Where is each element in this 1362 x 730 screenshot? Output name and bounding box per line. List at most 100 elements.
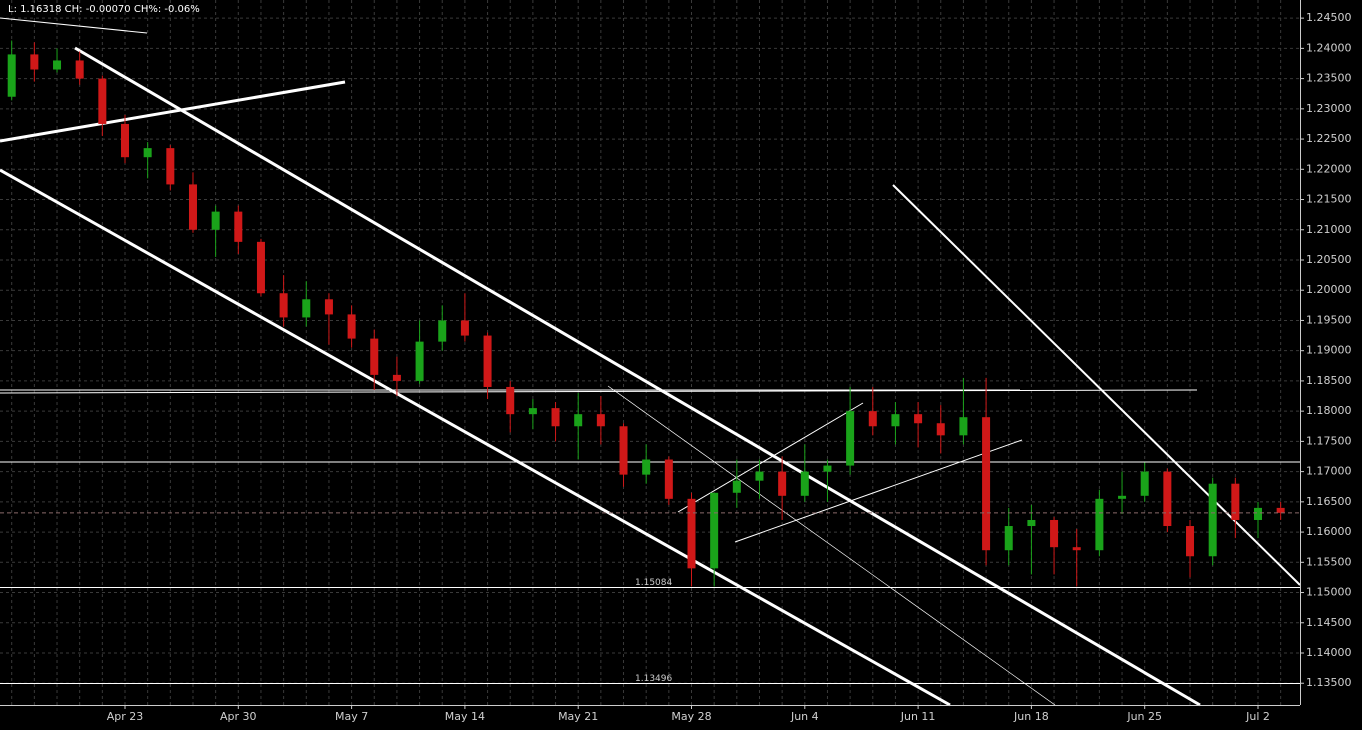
candle-body [1163, 471, 1172, 527]
candle-body [188, 184, 197, 230]
channel-line [74, 46, 1201, 707]
candle-body [460, 320, 469, 336]
x-tick-label: Jun 18 [1013, 710, 1049, 723]
x-tick-label: Jun 11 [900, 710, 936, 723]
grid [0, 0, 1300, 705]
x-tick-label: May 21 [558, 710, 598, 723]
candle-body [596, 414, 605, 427]
candle-body [1276, 507, 1285, 513]
channel-line [0, 168, 951, 707]
candle-body [98, 78, 107, 124]
drawings [0, 17, 1301, 707]
y-tick-label: 1.23500 [1306, 72, 1352, 85]
candle-body [914, 414, 923, 424]
x-tick-label: Jul 2 [1245, 710, 1270, 723]
candle-body [1004, 526, 1013, 551]
x-tick-label: May 7 [335, 710, 368, 723]
candle-body [506, 386, 515, 415]
candle-body [370, 338, 379, 375]
candle-body [687, 498, 696, 569]
candle-body [755, 471, 764, 481]
y-tick-label: 1.19000 [1306, 344, 1352, 357]
axis-labels: 1.24500 1.24000 1.23500 1.23000 1.22500 1.220… [107, 11, 1352, 723]
y-tick-label: 1.16000 [1306, 525, 1352, 538]
candle-body [868, 411, 877, 427]
y-tick-label: 1.22000 [1306, 162, 1352, 175]
candle-body [1254, 507, 1262, 520]
candle-body [1072, 547, 1081, 551]
price-level-label: 1.13496 [635, 674, 672, 684]
candle-body [619, 426, 628, 475]
levels: 1.15084 1.13496 [0, 578, 1300, 684]
y-tick-label: 1.20000 [1306, 283, 1352, 296]
candle-body [846, 411, 855, 466]
trend-line [734, 439, 1023, 543]
candle-body [528, 408, 537, 415]
y-tick-label: 1.24500 [1306, 11, 1352, 24]
candles [0, 40, 1300, 587]
candle-body [279, 293, 288, 318]
trend-line [607, 385, 1056, 706]
candle-body [710, 492, 719, 569]
y-tick-label: 1.18000 [1306, 404, 1352, 417]
y-tick-label: 1.20500 [1306, 253, 1352, 266]
candle-body [483, 335, 492, 387]
trend-line [0, 17, 148, 34]
candle-body [211, 211, 220, 230]
trend-line [0, 80, 346, 143]
x-tick-label: Jun 25 [1126, 710, 1162, 723]
x-tick-label: May 28 [671, 710, 711, 723]
candle-body [642, 459, 651, 475]
x-tick-label: May 14 [445, 710, 485, 723]
candle-body [1118, 495, 1127, 499]
candle-body [256, 241, 265, 294]
candle-body [438, 320, 447, 342]
candle-body [800, 471, 809, 496]
y-tick-label: 1.23000 [1306, 102, 1352, 115]
candle-body [166, 148, 175, 185]
candle-body [324, 299, 333, 315]
candle-body [234, 211, 243, 242]
candle-body [53, 60, 62, 70]
y-tick-label: 1.15000 [1306, 586, 1352, 599]
candle-body [823, 465, 832, 472]
y-tick-label: 1.24000 [1306, 41, 1352, 54]
candle-body [392, 374, 401, 381]
candle-body [143, 148, 152, 158]
candle-body [1186, 526, 1195, 557]
candle-body [302, 299, 311, 318]
candle-body [75, 60, 84, 79]
candle-body [1140, 471, 1149, 496]
candle-body [778, 471, 787, 496]
candle-body [347, 314, 356, 339]
candle-body [551, 408, 560, 427]
candle-body [121, 123, 129, 158]
y-tick-label: 1.16500 [1306, 495, 1352, 508]
horizontal-line [0, 389, 1198, 394]
y-tick-label: 1.14500 [1306, 616, 1352, 629]
candle-body [30, 54, 39, 70]
candle-body [574, 414, 583, 427]
candle-body [891, 414, 900, 427]
candle-body [7, 54, 16, 97]
y-tick-label: 1.15500 [1306, 555, 1352, 568]
candle-body [1095, 498, 1104, 551]
candle-body [732, 480, 741, 493]
x-tick-label: Apr 23 [107, 710, 144, 723]
y-tick-label: 1.17500 [1306, 434, 1352, 447]
candle-body [936, 423, 945, 436]
candle-body [1208, 483, 1217, 557]
x-tick-label: Apr 30 [220, 710, 257, 723]
y-tick-label: 1.18500 [1306, 374, 1352, 387]
y-tick-label: 1.21000 [1306, 223, 1352, 236]
info-line: L: 1.16318 CH: -0.00070 CH%: -0.06% [8, 4, 200, 15]
candle-body [1050, 519, 1059, 548]
y-tick-label: 1.14000 [1306, 646, 1352, 659]
candle-body [1027, 519, 1036, 527]
candle-body [982, 417, 991, 551]
y-tick-label: 1.13500 [1306, 676, 1352, 689]
y-tick-label: 1.22500 [1306, 132, 1352, 145]
candle-body [415, 341, 424, 381]
